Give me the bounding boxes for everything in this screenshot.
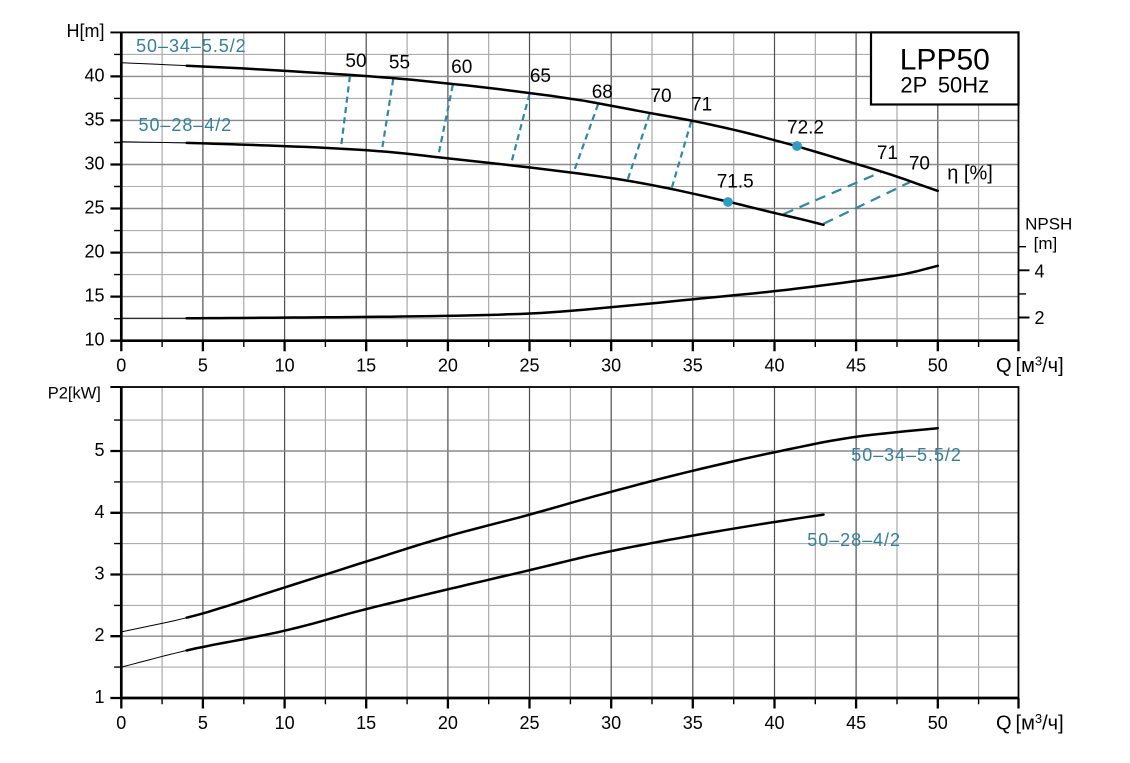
svg-text:2: 2: [94, 625, 104, 645]
svg-text:70: 70: [909, 154, 930, 175]
svg-text:10: 10: [84, 330, 104, 350]
svg-text:45: 45: [846, 713, 866, 733]
svg-text:[m]: [m]: [1034, 234, 1058, 253]
svg-text:5: 5: [198, 356, 208, 376]
svg-text:50: 50: [345, 51, 366, 72]
svg-text:25: 25: [519, 713, 539, 733]
svg-text:30: 30: [601, 356, 621, 376]
svg-text:30: 30: [601, 713, 621, 733]
svg-text:40: 40: [764, 356, 784, 376]
svg-text:20: 20: [438, 356, 458, 376]
svg-text:30: 30: [84, 154, 104, 174]
svg-text:70: 70: [650, 86, 671, 107]
svg-text:Q [м3/ч]: Q [м3/ч]: [996, 353, 1064, 377]
svg-text:P2[kW]: P2[kW]: [48, 384, 101, 402]
svg-text:0: 0: [116, 356, 126, 376]
svg-text:50: 50: [928, 713, 948, 733]
svg-text:55: 55: [389, 53, 410, 74]
svg-text:15: 15: [356, 713, 376, 733]
svg-text:4: 4: [1035, 262, 1045, 282]
svg-text:2P 50Hz: 2P 50Hz: [900, 73, 989, 98]
svg-text:60: 60: [451, 57, 472, 78]
svg-text:35: 35: [84, 109, 104, 129]
svg-text:71.5: 71.5: [717, 172, 754, 193]
svg-text:15: 15: [356, 356, 376, 376]
svg-text:35: 35: [683, 713, 703, 733]
svg-text:40: 40: [764, 713, 784, 733]
svg-text:25: 25: [84, 198, 104, 218]
svg-text:45: 45: [846, 356, 866, 376]
svg-text:5: 5: [198, 713, 208, 733]
svg-text:NPSH: NPSH: [1025, 215, 1072, 234]
svg-text:20: 20: [438, 713, 458, 733]
svg-text:71: 71: [877, 143, 898, 164]
svg-text:2: 2: [1035, 308, 1045, 328]
svg-text:25: 25: [519, 356, 539, 376]
svg-text:50–28–4/2: 50–28–4/2: [807, 530, 901, 550]
svg-text:71: 71: [691, 95, 712, 116]
svg-text:50–34–5.5/2: 50–34–5.5/2: [136, 36, 247, 56]
svg-text:72.2: 72.2: [787, 118, 824, 139]
svg-text:10: 10: [275, 713, 295, 733]
svg-text:Q [м3/ч]: Q [м3/ч]: [996, 711, 1064, 735]
svg-text:15: 15: [84, 286, 104, 306]
svg-text:20: 20: [84, 242, 104, 262]
svg-text:LPP50: LPP50: [900, 44, 990, 77]
svg-text:3: 3: [94, 564, 104, 584]
svg-text:50–28–4/2: 50–28–4/2: [139, 115, 233, 135]
svg-text:4: 4: [94, 502, 104, 522]
svg-text:40: 40: [84, 65, 104, 85]
svg-text:H[m]: H[m]: [67, 21, 105, 41]
svg-text:50–34–5.5/2: 50–34–5.5/2: [851, 445, 962, 465]
svg-text:10: 10: [275, 356, 295, 376]
svg-text:5: 5: [94, 440, 104, 460]
svg-text:35: 35: [683, 356, 703, 376]
svg-text:η [%]: η [%]: [947, 163, 993, 185]
svg-text:65: 65: [530, 66, 551, 87]
svg-text:0: 0: [116, 713, 126, 733]
svg-text:68: 68: [592, 82, 613, 103]
svg-text:1: 1: [94, 687, 104, 707]
svg-text:50: 50: [928, 356, 948, 376]
